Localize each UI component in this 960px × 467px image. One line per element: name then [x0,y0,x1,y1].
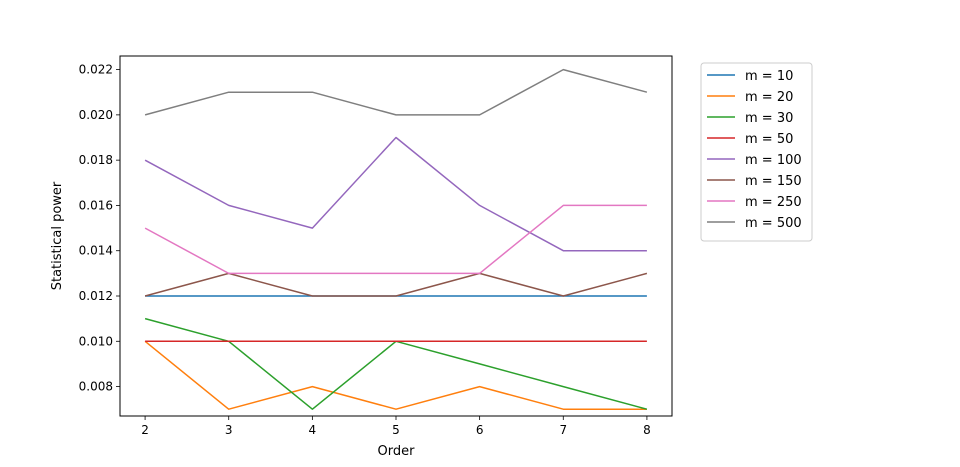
x-tick-label: 2 [141,423,149,437]
x-tick-label: 6 [476,423,484,437]
x-tick-label: 7 [559,423,567,437]
legend-label-3: m = 50 [745,132,793,147]
series-line-1 [144,340,647,410]
x-tick-label: 4 [309,423,317,437]
legend-label-1: m = 20 [745,90,793,105]
y-tick-label: 0.008 [79,380,113,394]
y-tick-label: 0.022 [79,63,113,77]
legend-label-6: m = 250 [745,195,802,210]
y-tick-label: 0.010 [79,334,113,348]
legend-label-0: m = 10 [745,69,793,84]
x-tick-label: 5 [392,423,400,437]
plot-frame [119,55,673,417]
legend-label-4: m = 100 [745,153,802,168]
legend: m = 10 m = 20 m = 30 m = 50 m = 100 m = 150 m … [700,62,813,242]
series-layer [144,68,648,410]
series-line-2 [144,317,648,410]
legend-label-7: m = 500 [745,216,802,231]
y-axis-label: Statistical power [50,181,65,290]
y-tick-label: 0.012 [79,289,113,303]
y-tick-label: 0.014 [79,244,113,258]
x-tick-label: 3 [225,423,233,437]
y-tick-label: 0.016 [79,198,113,212]
x-axis-label: Order [378,444,416,459]
x-axis: 2 3 4 5 6 7 8 [141,416,651,437]
series-line-7 [144,68,648,116]
legend-frame [700,62,813,242]
series-line-6 [144,204,647,275]
x-tick-label: 8 [643,423,651,437]
series-line-5 [144,272,648,297]
y-axis: 0.008 0.010 0.012 0.014 0.016 0.018 0.020 0.022 [79,63,120,394]
y-tick-label: 0.020 [79,108,113,122]
y-tick-label: 0.018 [79,153,113,167]
series-line-4 [144,136,647,252]
legend-label-2: m = 30 [745,111,793,126]
legend-label-5: m = 150 [745,174,802,189]
